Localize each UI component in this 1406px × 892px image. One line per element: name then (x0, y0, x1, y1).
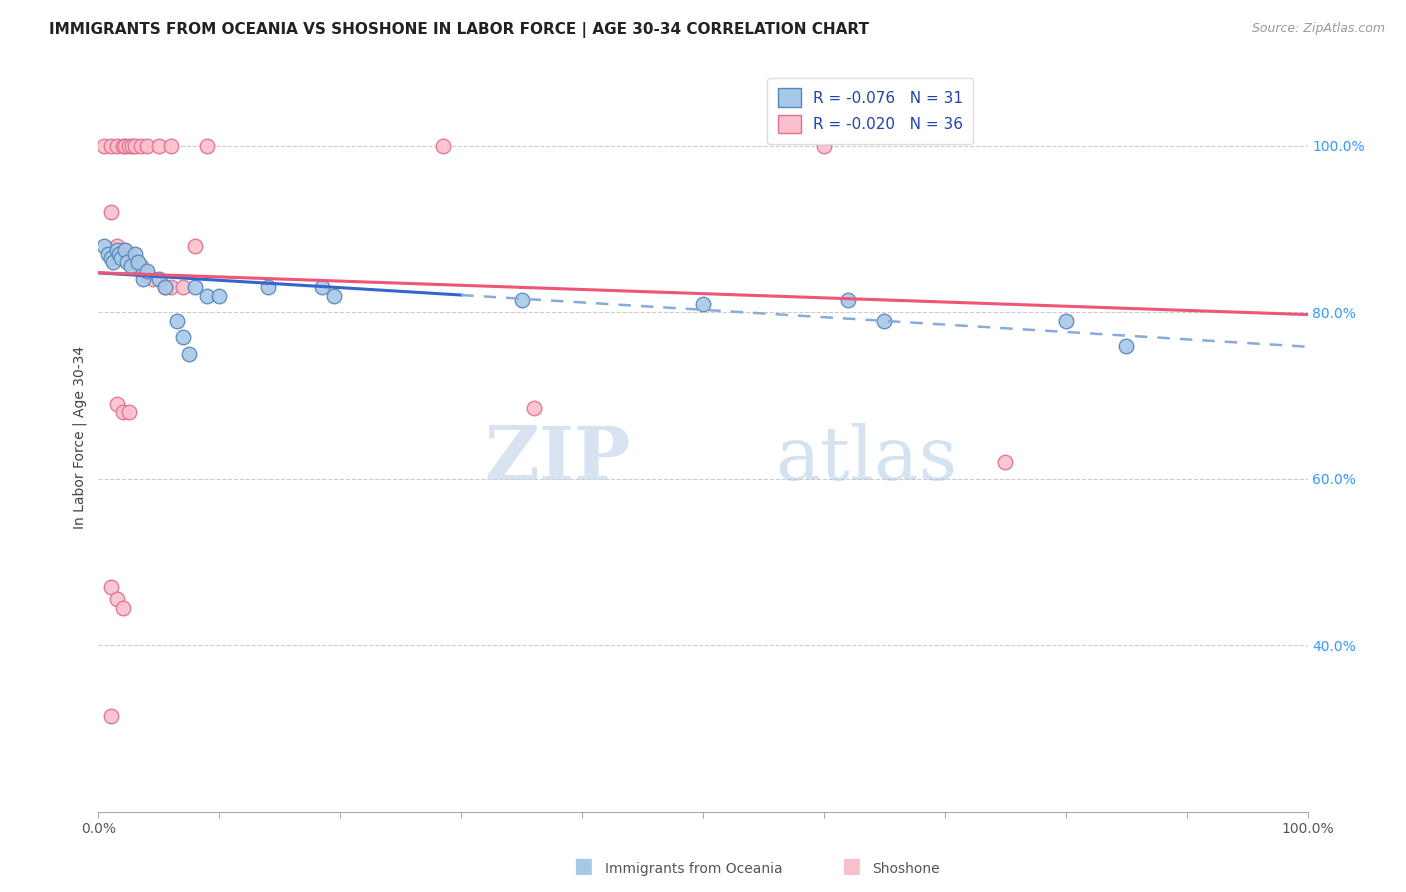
Point (117, 255, 139, 269)
Point (93, 238, 115, 252)
Point (132, 272, 155, 286)
Point (105, 238, 128, 252)
Point (105, 397, 128, 411)
Point (118, 138, 141, 153)
Point (172, 280, 194, 294)
Point (127, 255, 149, 269)
Point (148, 138, 170, 153)
Point (510, 293, 533, 307)
Point (118, 247, 141, 261)
Point (121, 138, 143, 153)
Point (1054, 313, 1077, 327)
Point (101, 255, 124, 269)
Point (97, 247, 120, 261)
Point (111, 138, 134, 153)
Point (195, 138, 218, 153)
Point (160, 138, 183, 153)
Text: atlas: atlas (776, 423, 957, 496)
Point (873, 313, 896, 327)
Point (432, 138, 454, 153)
Point (120, 260, 142, 274)
Point (172, 330, 194, 344)
Point (105, 592, 128, 607)
Text: ■: ■ (574, 856, 593, 876)
Point (195, 288, 218, 302)
Point (110, 251, 132, 265)
Point (111, 243, 134, 257)
Point (100, 580, 122, 594)
Point (129, 138, 152, 153)
Text: Shoshone: Shoshone (872, 862, 939, 876)
Point (100, 709, 122, 723)
Point (208, 288, 231, 302)
Point (111, 405, 134, 419)
Point (523, 401, 546, 415)
Point (118, 405, 141, 419)
Point (1115, 338, 1137, 352)
Point (813, 138, 835, 153)
Text: IMMIGRANTS FROM OCEANIA VS SHOSHONE IN LABOR FORCE | AGE 30-34 CORRELATION CHART: IMMIGRANTS FROM OCEANIA VS SHOSHONE IN L… (49, 22, 869, 38)
Point (256, 280, 278, 294)
Point (105, 243, 128, 257)
Point (108, 247, 131, 261)
Point (124, 138, 146, 153)
Point (311, 280, 333, 294)
Point (160, 280, 183, 294)
Point (135, 138, 157, 153)
Point (179, 347, 201, 361)
Point (184, 280, 207, 294)
Legend: R = -0.076   N = 31, R = -0.020   N = 36: R = -0.076 N = 31, R = -0.020 N = 36 (766, 78, 973, 144)
Point (994, 455, 1017, 469)
Point (142, 272, 165, 286)
Point (100, 138, 122, 153)
Point (837, 293, 859, 307)
Text: ■: ■ (841, 856, 860, 876)
Point (100, 205, 122, 219)
Text: ZIP: ZIP (484, 423, 630, 496)
Text: Source: ZipAtlas.com: Source: ZipAtlas.com (1251, 22, 1385, 36)
Point (148, 272, 170, 286)
Point (135, 268, 157, 282)
Point (153, 280, 176, 294)
Point (166, 313, 188, 327)
Point (124, 247, 146, 261)
Point (114, 243, 136, 257)
Text: Immigrants from Oceania: Immigrants from Oceania (605, 862, 782, 876)
Point (323, 288, 346, 302)
Point (114, 138, 136, 153)
Point (93, 138, 115, 153)
Point (153, 280, 176, 294)
Point (124, 255, 146, 269)
Y-axis label: In Labor Force | Age 30-34: In Labor Force | Age 30-34 (73, 345, 87, 529)
Point (105, 138, 128, 153)
Point (184, 238, 207, 252)
Point (135, 263, 157, 277)
Point (129, 260, 152, 274)
Point (111, 600, 134, 615)
Point (692, 297, 714, 311)
Point (100, 251, 122, 265)
